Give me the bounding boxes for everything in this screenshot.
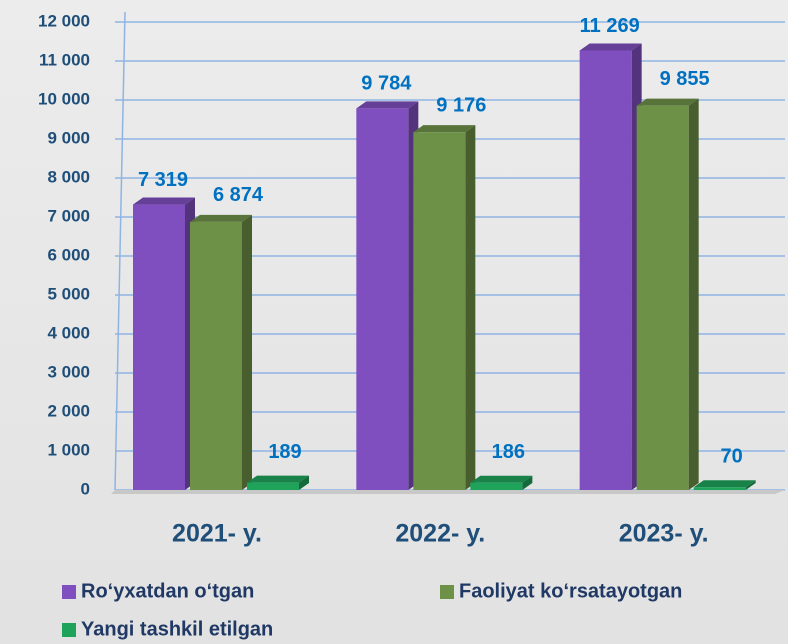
bar: [356, 108, 409, 490]
bar-side: [688, 98, 699, 490]
legend-swatch: [440, 585, 454, 599]
y-tick-label: 5 000: [47, 284, 90, 303]
y-axis: [114, 11, 126, 491]
x-tick-label: 2023- y.: [619, 520, 709, 548]
bar-side: [465, 125, 476, 491]
data-label: 189: [268, 441, 301, 463]
bar: [693, 487, 746, 490]
bar: [636, 105, 689, 490]
data-label: 11 269: [580, 15, 640, 37]
bar: [413, 132, 466, 491]
bar-top: [579, 43, 642, 51]
bar-top: [470, 475, 533, 483]
bar-side: [522, 475, 533, 490]
y-tick-label: 11 000: [39, 50, 90, 69]
y-tick-label: 1 000: [47, 440, 90, 459]
y-tick-label: 6 000: [47, 245, 90, 264]
legend-label: Ro‘yxatdan o‘tgan: [81, 580, 254, 602]
data-label: 9 855: [660, 68, 710, 90]
bar: [470, 482, 523, 490]
data-label: 70: [721, 446, 743, 468]
bar: [133, 204, 185, 490]
bar-top: [693, 480, 756, 488]
bar-top: [133, 197, 195, 205]
data-label: 9 176: [436, 94, 486, 116]
bar: [190, 221, 242, 490]
bar-side: [242, 214, 252, 490]
x-tick-label: 2022- y.: [395, 520, 485, 548]
y-tick-label: 3 000: [47, 362, 90, 381]
data-label: 7 319: [138, 169, 188, 191]
y-tick-label: 10 000: [38, 89, 90, 108]
bar: [579, 50, 632, 490]
y-tick-label: 2 000: [47, 401, 90, 420]
y-tick-label: 7 000: [47, 206, 90, 225]
legend-label: Faoliyat ko‘rsatayotgan: [459, 580, 682, 602]
bar-side: [745, 480, 756, 490]
floor: [111, 490, 785, 494]
data-label: 6 874: [213, 184, 264, 206]
bar-side: [299, 475, 309, 490]
bar: [247, 482, 299, 490]
bar-top: [356, 101, 419, 109]
bar-top: [247, 475, 309, 483]
legend-swatch: [62, 623, 76, 637]
bar-top: [413, 125, 476, 133]
y-tick-label: 0: [81, 479, 90, 498]
data-label: 186: [492, 441, 525, 463]
y-tick-label: 9 000: [47, 128, 90, 147]
data-label: 9 784: [361, 73, 412, 95]
x-tick-label: 2021- y.: [172, 520, 262, 548]
y-tick-label: 12 000: [38, 11, 90, 30]
bar-top: [636, 98, 699, 106]
y-tick-label: 4 000: [47, 323, 90, 342]
y-tick-label: 8 000: [47, 167, 90, 186]
bar-top: [190, 214, 252, 222]
legend-swatch: [62, 585, 76, 599]
legend-label: Yangi tashkil etilgan: [81, 618, 273, 640]
